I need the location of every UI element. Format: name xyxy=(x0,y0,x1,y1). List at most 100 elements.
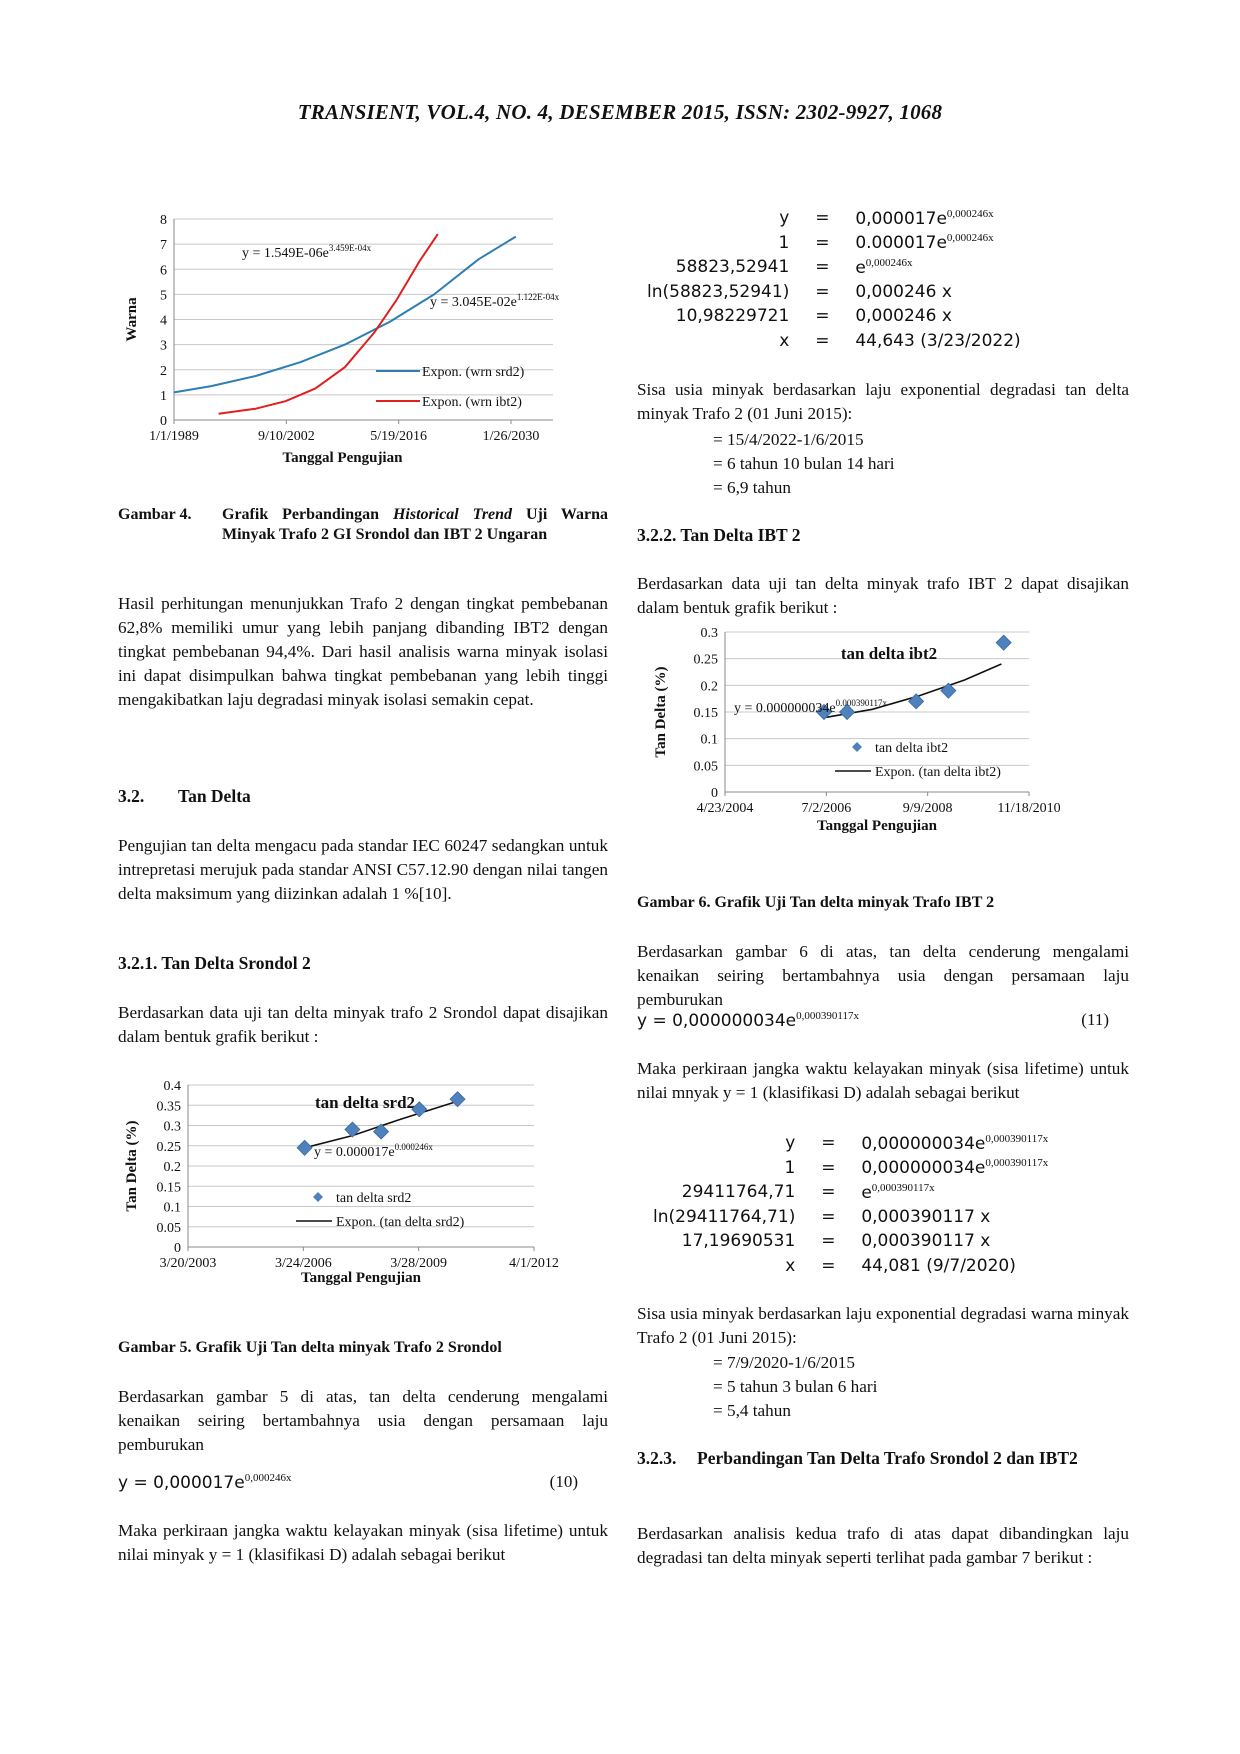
calc-operator: = xyxy=(821,1231,836,1252)
data-point xyxy=(838,703,856,721)
legend-marker xyxy=(852,742,862,752)
figure-5-chart: 0 0.05 0.1 0.15 0.2 0.25 0.3 0.35 0.4 3/20/2003 3/… xyxy=(124,1079,559,1286)
x-axis-label: Tanggal Pengujian xyxy=(301,1270,422,1286)
paragraph-lifetime-1: Maka perkiraan jangka waktu kelayakan mi… xyxy=(118,1521,608,1564)
calc-rhs: 0,000246 x xyxy=(855,306,952,327)
y-tick-label: 0 xyxy=(174,1241,181,1256)
y-tick-label: 0 xyxy=(160,414,167,429)
calc2-row: 17,19690531 = 0,000390117 x xyxy=(653,1229,1048,1254)
calc-lhs: 1 xyxy=(778,232,790,253)
paragraph-hasil: Hasil perhitungan menunjukkan Trafo 2 de… xyxy=(118,594,608,709)
y-tick-label: 0.15 xyxy=(157,1180,182,1195)
calc-operator: = xyxy=(815,281,830,302)
calc-lhs: 10,98229721 xyxy=(675,306,790,327)
calc-rhs: 0,000000034e0,000390117x xyxy=(861,1132,1049,1154)
paragraph-srondol-intro: Berdasarkan data uji tan delta minyak tr… xyxy=(118,1003,608,1046)
y-axis-label: Tan Delta (%) xyxy=(653,666,669,757)
y-tick-label: 0.4 xyxy=(164,1079,182,1094)
result-line: = 6,9 tahun xyxy=(713,478,791,497)
x-tick-label: 5/19/2016 xyxy=(370,429,427,444)
calc2-row: y = 0,000000034e0,000390117x xyxy=(653,1131,1048,1156)
y-tick-label: 4 xyxy=(160,314,167,329)
calc-lhs: 58823,52941 xyxy=(675,257,790,278)
y-tick-label: 0.2 xyxy=(164,1160,182,1175)
calc-lhs: y xyxy=(785,1133,796,1154)
calc1-row: ln(58823,52941) = 0,000246 x xyxy=(647,280,1021,305)
calc-rhs: 0,000390117 x xyxy=(861,1231,991,1252)
paragraph-sisa-usia-2: Sisa usia minyak berdasarkan laju expone… xyxy=(637,1304,1129,1347)
calc1-row: 10,98229721 = 0,000246 x xyxy=(647,304,1021,329)
x-tick-label: 11/18/2010 xyxy=(997,801,1060,816)
y-tick-label: 0.3 xyxy=(164,1120,182,1135)
result-line: = 15/4/2022-1/6/2015 xyxy=(713,430,864,449)
chart-title: tan delta srd2 xyxy=(315,1093,415,1112)
y-tick-label: 5 xyxy=(160,288,167,303)
calc-lhs: 1 xyxy=(784,1157,796,1178)
y-tick-label: 3 xyxy=(160,339,167,354)
calc-operator: = xyxy=(815,208,830,229)
figure-4-caption: Gambar 4. Grafik Perbandingan Historical… xyxy=(118,505,608,545)
paragraph-sisa-usia-1: Sisa usia minyak berdasarkan laju expone… xyxy=(637,380,1129,423)
figure-4: 0 1 2 3 4 5 6 7 8 1/1/1989 9/10/2002 5/19/2016 1/26/… xyxy=(118,205,608,490)
calc2-row: ln(29411764,71) = 0,000390117 x xyxy=(653,1205,1048,1230)
calc-operator: = xyxy=(821,1182,836,1203)
calc-operator: = xyxy=(815,306,830,327)
figure-5-caption: Gambar 5. Grafik Uji Tan delta minyak Tr… xyxy=(118,1339,502,1356)
equation-11: y = 0,000000034e0,000390117x (11) xyxy=(637,1010,1109,1031)
y-axis-label: Warna xyxy=(124,297,140,342)
y-tick-label: 0.05 xyxy=(157,1221,182,1236)
series-line-srd2 xyxy=(173,235,517,394)
result-2: = 7/9/2020-1/6/2015 = 5 tahun 3 bulan 6 h… xyxy=(637,1351,1205,1423)
calc2-row: 1 = 0,000000034e0,000390117x xyxy=(653,1156,1049,1181)
paragraph-lifetime-2: Maka perkiraan jangka waktu kelayakan mi… xyxy=(637,1059,1129,1102)
result-line: = 5 tahun 3 bulan 6 hari xyxy=(713,1377,878,1396)
y-axis-label: Tan Delta (%) xyxy=(124,1120,140,1211)
data-point xyxy=(296,1139,313,1156)
y-tick-label: 0.3 xyxy=(701,626,719,641)
result-1: = 15/4/2022-1/6/2015 = 6 tahun 10 bulan 1… xyxy=(637,428,1205,500)
calc-lhs: ln(29411764,71) xyxy=(653,1206,796,1227)
trend-line xyxy=(826,663,1002,719)
x-axis-label: Tanggal Pengujian xyxy=(817,818,938,834)
y-tick-label: 0.15 xyxy=(694,706,719,721)
x-tick-label: 9/9/2008 xyxy=(903,801,953,816)
paragraph-gambar5: Berdasarkan gambar 5 di atas, tan delta … xyxy=(118,1387,608,1454)
calc1-row: x = 44,643 (3/23/2022) xyxy=(647,329,1021,354)
data-point xyxy=(411,1101,428,1118)
data-point xyxy=(940,682,957,699)
calc-operator: = xyxy=(821,1133,836,1154)
calc-rhs: 44,081 (9/7/2020) xyxy=(861,1255,1016,1276)
data-point xyxy=(373,1123,390,1140)
figure-4-caption-text: Grafik Perbandingan Historical Trend Uji… xyxy=(222,506,609,543)
x-tick-label: 1/26/2030 xyxy=(483,429,540,444)
y-tick-label: 0 xyxy=(711,786,718,801)
y-tick-label: 0.1 xyxy=(164,1201,182,1216)
calc-rhs: 44,643 (3/23/2022) xyxy=(855,330,1021,351)
y-tick-label: 1 xyxy=(160,389,167,404)
y-tick-label: 8 xyxy=(160,213,167,228)
calc-operator: = xyxy=(815,232,830,253)
data-point xyxy=(449,1091,466,1108)
calculation-2: y = 0,000000034e0,000390117x 1 = 0,000000034e… xyxy=(653,1131,1048,1278)
trend-equation-ibt2: y = 1.549E-06e3.459E-04x xyxy=(242,243,372,261)
y-tick-label: 0.2 xyxy=(701,679,719,694)
data-point xyxy=(995,634,1012,651)
calc-lhs: 17,19690531 xyxy=(681,1231,796,1252)
trend-equation: y = 0.000017e0.000246x xyxy=(314,1142,433,1160)
data-point xyxy=(344,1121,361,1138)
legend-label-points: tan delta srd2 xyxy=(336,1191,411,1206)
calc-rhs: 0.000017e0,000246x xyxy=(855,232,994,254)
x-tick-label: 7/2/2006 xyxy=(801,801,851,816)
calc1-row: 1 = 0.000017e0,000246x xyxy=(647,231,1021,256)
x-tick-label: 3/24/2006 xyxy=(275,1256,332,1271)
section-3-2-2-heading: 3.2.2. Tan Delta IBT 2 xyxy=(637,525,801,545)
section-3-2-heading: 3.2. Tan Delta xyxy=(118,786,251,806)
section-3-2-3-heading: 3.2.3. Perbandingan Tan Delta Trafo Srond… xyxy=(637,1448,1078,1468)
calc2-row: x = 44,081 (9/7/2020) xyxy=(653,1254,1048,1279)
y-tick-label: 0.05 xyxy=(694,759,719,774)
equation-10: y = 0,000017e0,000246x (10) xyxy=(118,1472,578,1493)
x-tick-label: 9/10/2002 xyxy=(258,429,315,444)
figure-4-chart: 0 1 2 3 4 5 6 7 8 1/1/1989 9/10/2002 5/19/2016 1/26/… xyxy=(124,213,560,466)
y-tick-label: 0.25 xyxy=(157,1140,182,1155)
calc-lhs: ln(58823,52941) xyxy=(647,281,790,302)
